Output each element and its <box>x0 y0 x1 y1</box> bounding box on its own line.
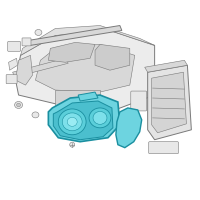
Polygon shape <box>55 90 100 105</box>
Ellipse shape <box>35 29 42 35</box>
Polygon shape <box>29 26 122 45</box>
Ellipse shape <box>89 108 111 128</box>
Ellipse shape <box>93 111 107 124</box>
Ellipse shape <box>58 109 86 135</box>
Ellipse shape <box>70 142 75 147</box>
Polygon shape <box>116 108 142 148</box>
Polygon shape <box>53 101 113 140</box>
Ellipse shape <box>32 112 39 118</box>
FancyBboxPatch shape <box>131 91 147 111</box>
Ellipse shape <box>67 117 77 126</box>
Polygon shape <box>16 30 155 110</box>
Polygon shape <box>16 55 32 85</box>
Polygon shape <box>114 104 146 156</box>
Polygon shape <box>9 58 18 70</box>
FancyBboxPatch shape <box>149 142 178 154</box>
Polygon shape <box>48 95 120 142</box>
Ellipse shape <box>62 113 82 131</box>
Ellipse shape <box>17 103 21 107</box>
Ellipse shape <box>15 101 23 108</box>
Polygon shape <box>95 44 130 70</box>
Polygon shape <box>35 44 135 92</box>
Polygon shape <box>152 72 186 133</box>
Polygon shape <box>21 26 155 55</box>
FancyBboxPatch shape <box>6 75 17 84</box>
Polygon shape <box>13 58 68 77</box>
Polygon shape <box>145 60 187 72</box>
Polygon shape <box>48 42 95 62</box>
Polygon shape <box>148 65 191 140</box>
FancyBboxPatch shape <box>8 41 21 51</box>
FancyBboxPatch shape <box>22 38 31 46</box>
Polygon shape <box>78 92 98 101</box>
